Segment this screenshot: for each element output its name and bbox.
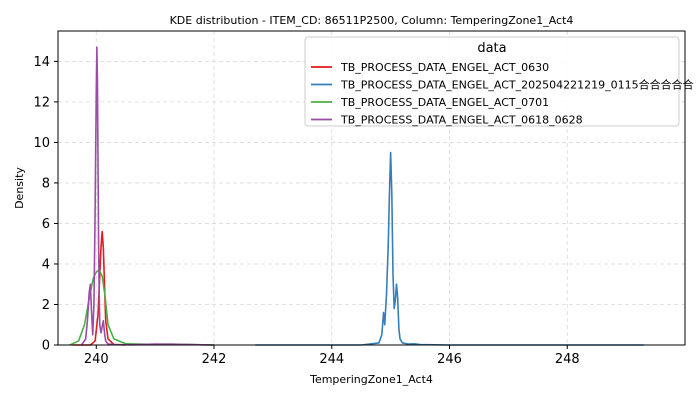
y-tick-label: 2 bbox=[42, 298, 50, 313]
series-line-2 bbox=[255, 151, 644, 346]
legend-label-1: TB_PROCESS_DATA_ENGEL_ACT_0630 bbox=[340, 61, 549, 74]
series-line-1 bbox=[72, 230, 126, 346]
legend-label-3: TB_PROCESS_DATA_ENGEL_ACT_0701 bbox=[340, 96, 549, 109]
x-tick-label: 248 bbox=[555, 352, 580, 367]
x-tick-label: 240 bbox=[84, 352, 109, 367]
x-tick-label: 244 bbox=[319, 352, 344, 367]
x-tick-label: 246 bbox=[437, 352, 462, 367]
y-tick-label: 8 bbox=[42, 176, 50, 191]
y-tick-label: 14 bbox=[33, 55, 50, 70]
legend-box bbox=[304, 36, 680, 127]
legend: data TB_PROCESS_DATA_ENGEL_ACT_0630TB_PR… bbox=[304, 36, 694, 127]
y-tick-label: 10 bbox=[33, 136, 50, 151]
legend-title: data bbox=[477, 41, 506, 56]
legend-entries: TB_PROCESS_DATA_ENGEL_ACT_0630 TB_PROCESS… bbox=[311, 61, 694, 127]
y-tick-label: 6 bbox=[42, 217, 50, 232]
legend-label-4: TB_PROCESS_DATA_ENGEL_ACT_0618_0628 bbox=[340, 114, 583, 127]
y-axis-label: Density bbox=[13, 167, 26, 209]
x-tick-label: 242 bbox=[202, 352, 227, 367]
y-tick-label: 4 bbox=[42, 257, 50, 272]
y-tick-label: 0 bbox=[42, 339, 50, 354]
chart-title: KDE distribution - ITEM_CD: 86511P2500, … bbox=[170, 14, 574, 27]
plot-frame bbox=[57, 30, 686, 346]
series-line-4 bbox=[80, 46, 215, 346]
legend-label-2: TB_PROCESS_DATA_ENGEL_ACT_202504221219_0… bbox=[340, 78, 694, 92]
y-tick-label: 12 bbox=[33, 95, 50, 110]
x-axis-label: TemperingZone1_Act4 bbox=[309, 373, 433, 386]
